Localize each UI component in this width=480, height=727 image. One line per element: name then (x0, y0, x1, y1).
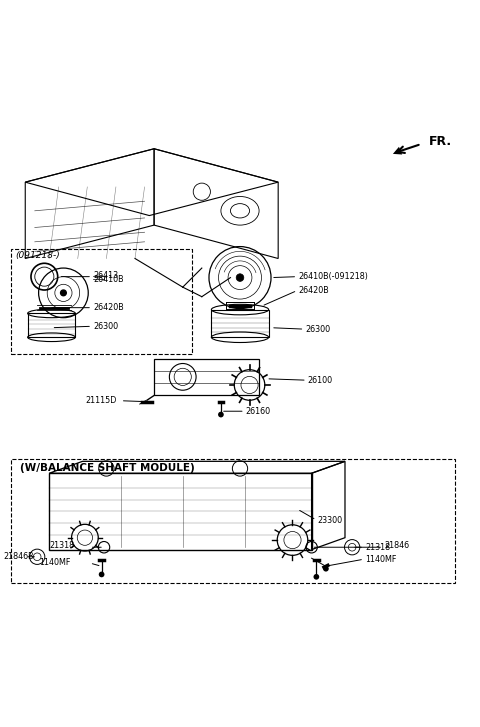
Bar (211, 310, 269, 337)
Text: 26410B(-091218): 26410B(-091218) (298, 272, 368, 281)
Bar (11, 459, 455, 583)
Text: 21318: 21318 (365, 543, 390, 552)
Circle shape (60, 290, 66, 296)
Text: 21846: 21846 (384, 542, 409, 550)
Text: 21846B: 21846B (4, 553, 35, 561)
Circle shape (323, 566, 329, 571)
Text: FR.: FR. (429, 135, 452, 148)
Text: (W/BALANCE SHAFT MODULE): (W/BALANCE SHAFT MODULE) (21, 463, 195, 473)
Text: 26420B: 26420B (93, 303, 124, 312)
Circle shape (99, 571, 105, 577)
Bar (154, 358, 259, 395)
Text: (091218-): (091218-) (16, 252, 60, 260)
Circle shape (313, 574, 319, 579)
Text: 26413: 26413 (93, 271, 118, 280)
Text: 26300: 26300 (305, 325, 331, 334)
Text: 26420B: 26420B (298, 286, 329, 295)
Text: 26100: 26100 (308, 376, 333, 385)
Bar (11, 249, 192, 354)
Text: 1140MF: 1140MF (365, 555, 396, 563)
Text: 26300: 26300 (93, 322, 118, 331)
Text: 21115D: 21115D (85, 396, 116, 405)
Text: 26160: 26160 (246, 406, 271, 416)
Circle shape (218, 411, 224, 417)
Text: 21318: 21318 (49, 542, 74, 550)
Bar (49, 473, 312, 550)
Text: 1140MF: 1140MF (39, 558, 71, 568)
Bar (28, 313, 75, 337)
Circle shape (236, 274, 244, 281)
Text: 23300: 23300 (317, 515, 342, 524)
Text: 26410B: 26410B (93, 275, 124, 284)
